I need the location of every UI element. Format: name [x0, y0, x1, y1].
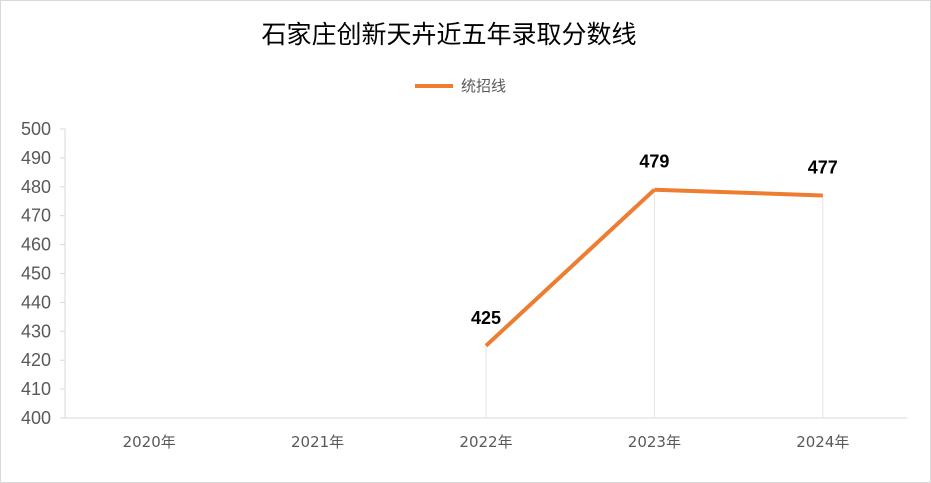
x-axis: 2020年 2021年 2022年 2023年 2024年	[65, 417, 907, 451]
series-line-segment	[654, 187, 823, 198]
y-tick-label: 430	[21, 321, 51, 341]
x-tick-label: 2020年	[123, 433, 176, 451]
y-tick-label: 400	[21, 408, 51, 428]
y-tick-label: 440	[21, 292, 51, 312]
legend: 统招线	[415, 77, 506, 95]
chart-title: 石家庄创新天卉近五年录取分数线	[261, 20, 636, 49]
drop-lines	[485, 189, 824, 418]
y-tick-label: 480	[21, 177, 51, 197]
series-line-segment	[484, 188, 656, 348]
x-tick-label: 2023年	[628, 433, 681, 451]
y-axis: 400 410 420 430 440 450 460 470 480 490 500	[21, 119, 66, 428]
y-tick-label: 490	[21, 148, 51, 168]
y-tick-label: 420	[21, 350, 51, 370]
x-tick-label: 2024年	[796, 433, 849, 451]
data-label: 425	[471, 308, 501, 328]
data-labels: 425 479 477	[471, 152, 838, 328]
y-tick-label: 500	[21, 119, 51, 139]
legend-label: 统招线	[461, 77, 506, 95]
y-tick-label: 470	[21, 206, 51, 226]
y-tick-label: 450	[21, 264, 51, 284]
data-label: 479	[639, 152, 669, 172]
series-line-group	[484, 187, 823, 348]
data-label: 477	[808, 157, 838, 177]
x-tick-label: 2022年	[459, 433, 512, 451]
x-tick-label: 2021年	[291, 433, 344, 451]
y-tick-label: 410	[21, 379, 51, 399]
y-tick-label: 460	[21, 235, 51, 255]
